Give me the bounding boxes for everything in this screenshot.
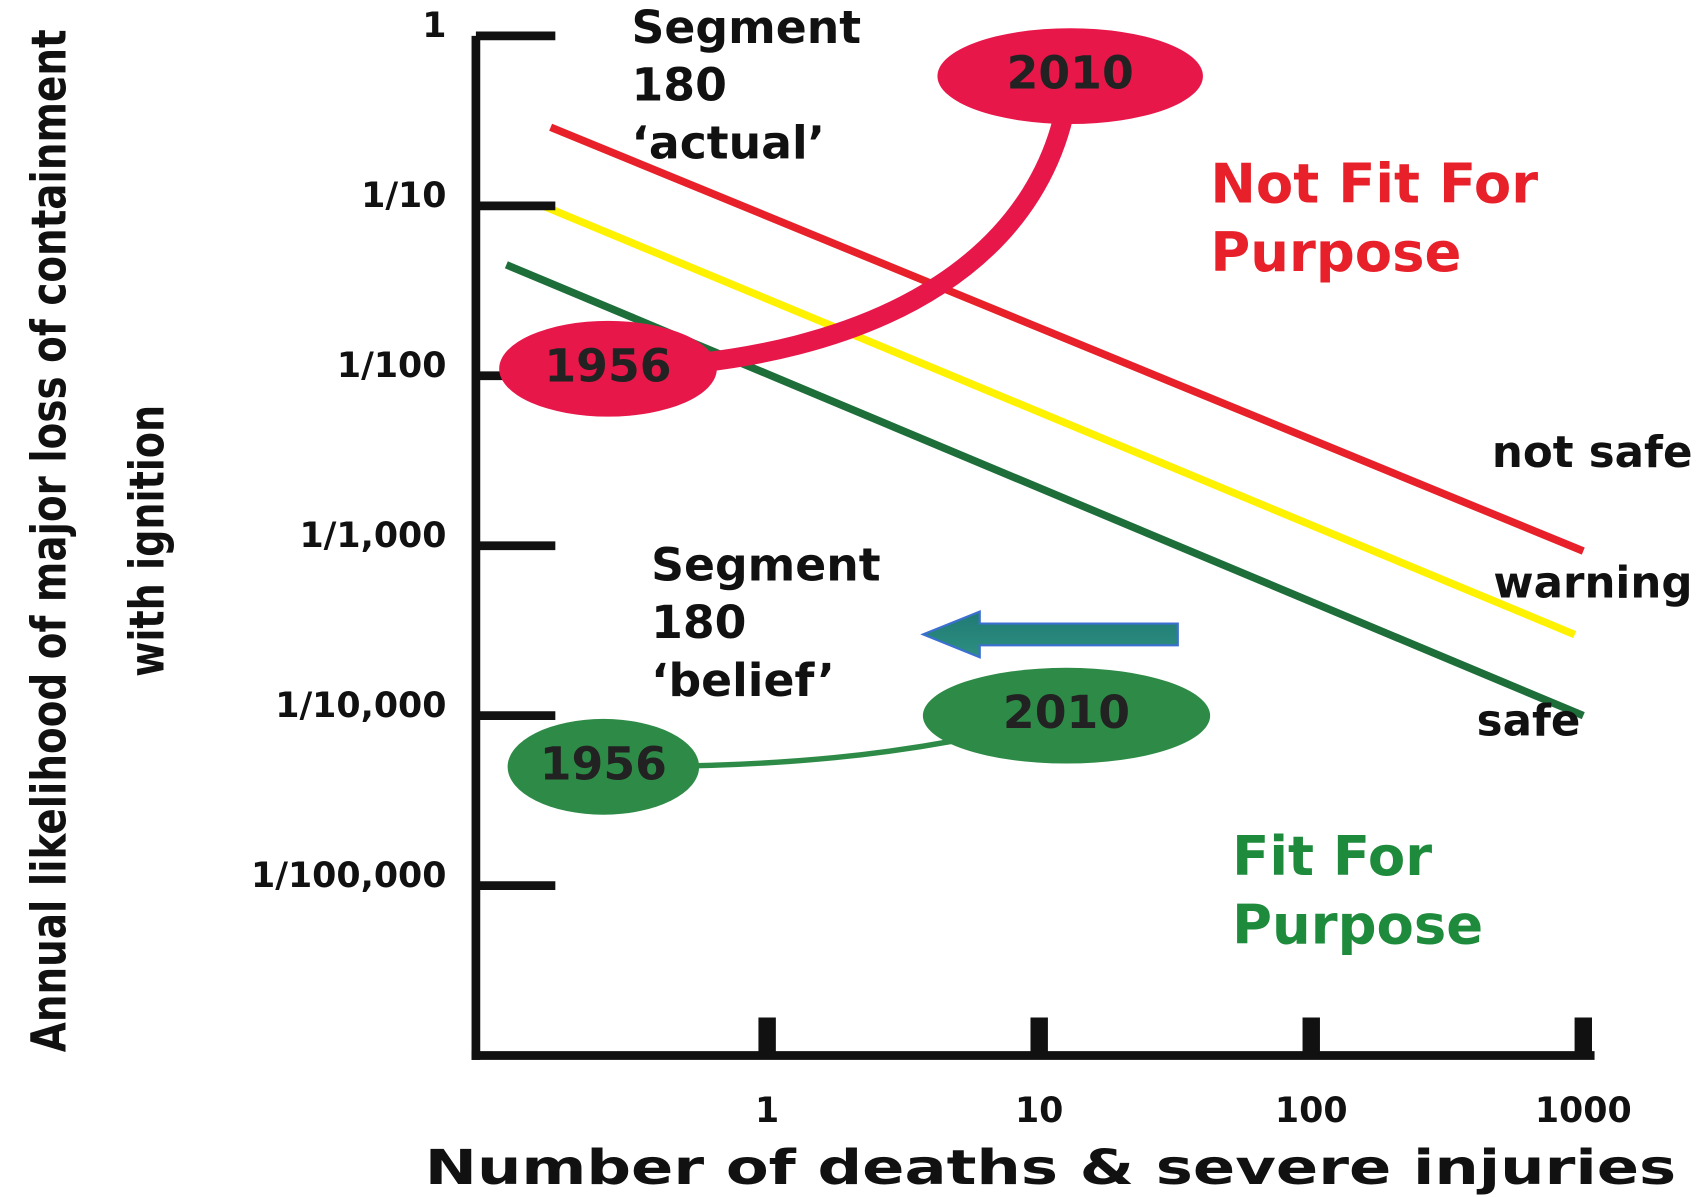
annotation-point-label: 2010	[1007, 47, 1134, 100]
annotation-curve	[598, 66, 1080, 379]
series-label: safe	[1477, 697, 1581, 747]
series-line	[541, 202, 1577, 639]
y-tick-label: 1/100,000	[251, 856, 446, 896]
annotation-text: 180	[632, 59, 727, 112]
annotation-point	[507, 718, 700, 815]
arrow	[920, 609, 1179, 659]
series-line	[549, 123, 1585, 555]
annotation-point-label: 1956	[544, 339, 671, 392]
annotation-text: ‘belief’	[651, 654, 835, 707]
series-label: warning	[1493, 558, 1692, 608]
y-axis-title: Annual likelihood of major loss of conta…	[23, 29, 78, 1052]
annotation-text: ‘actual’	[632, 116, 825, 169]
series-label: not safe	[1492, 428, 1693, 478]
annotation-point	[922, 667, 1211, 764]
annotation-text: Segment	[632, 1, 862, 54]
x-tick-label: 1	[755, 1091, 779, 1131]
x-tick-label: 100	[1275, 1091, 1348, 1131]
region-label: Fit For	[1232, 825, 1432, 888]
annotation-text: Segment	[651, 539, 881, 592]
region-label: Purpose	[1210, 221, 1461, 284]
x-axis-title: Number of deaths & severe injuries	[425, 1141, 1676, 1196]
y-tick-label: 1/10,000	[275, 686, 446, 726]
y-tick-label: 1/1,000	[299, 516, 446, 556]
x-tick-label: 10	[1015, 1091, 1063, 1131]
region-label: Not Fit For	[1210, 152, 1538, 215]
annotation-point-label: 2010	[1003, 686, 1130, 739]
annotation-text: 180	[651, 596, 746, 649]
y-axis-title: with ignition	[121, 405, 176, 677]
y-tick-label: 1/100	[337, 346, 447, 386]
annotation-point	[937, 28, 1203, 124]
annotation-point	[499, 320, 717, 417]
y-tick-label: 1	[422, 6, 446, 46]
y-tick-label: 1/10	[361, 176, 446, 216]
annotation-point-label: 1956	[540, 737, 667, 790]
x-tick-label: 1000	[1535, 1091, 1632, 1131]
region-label: Purpose	[1232, 893, 1483, 956]
